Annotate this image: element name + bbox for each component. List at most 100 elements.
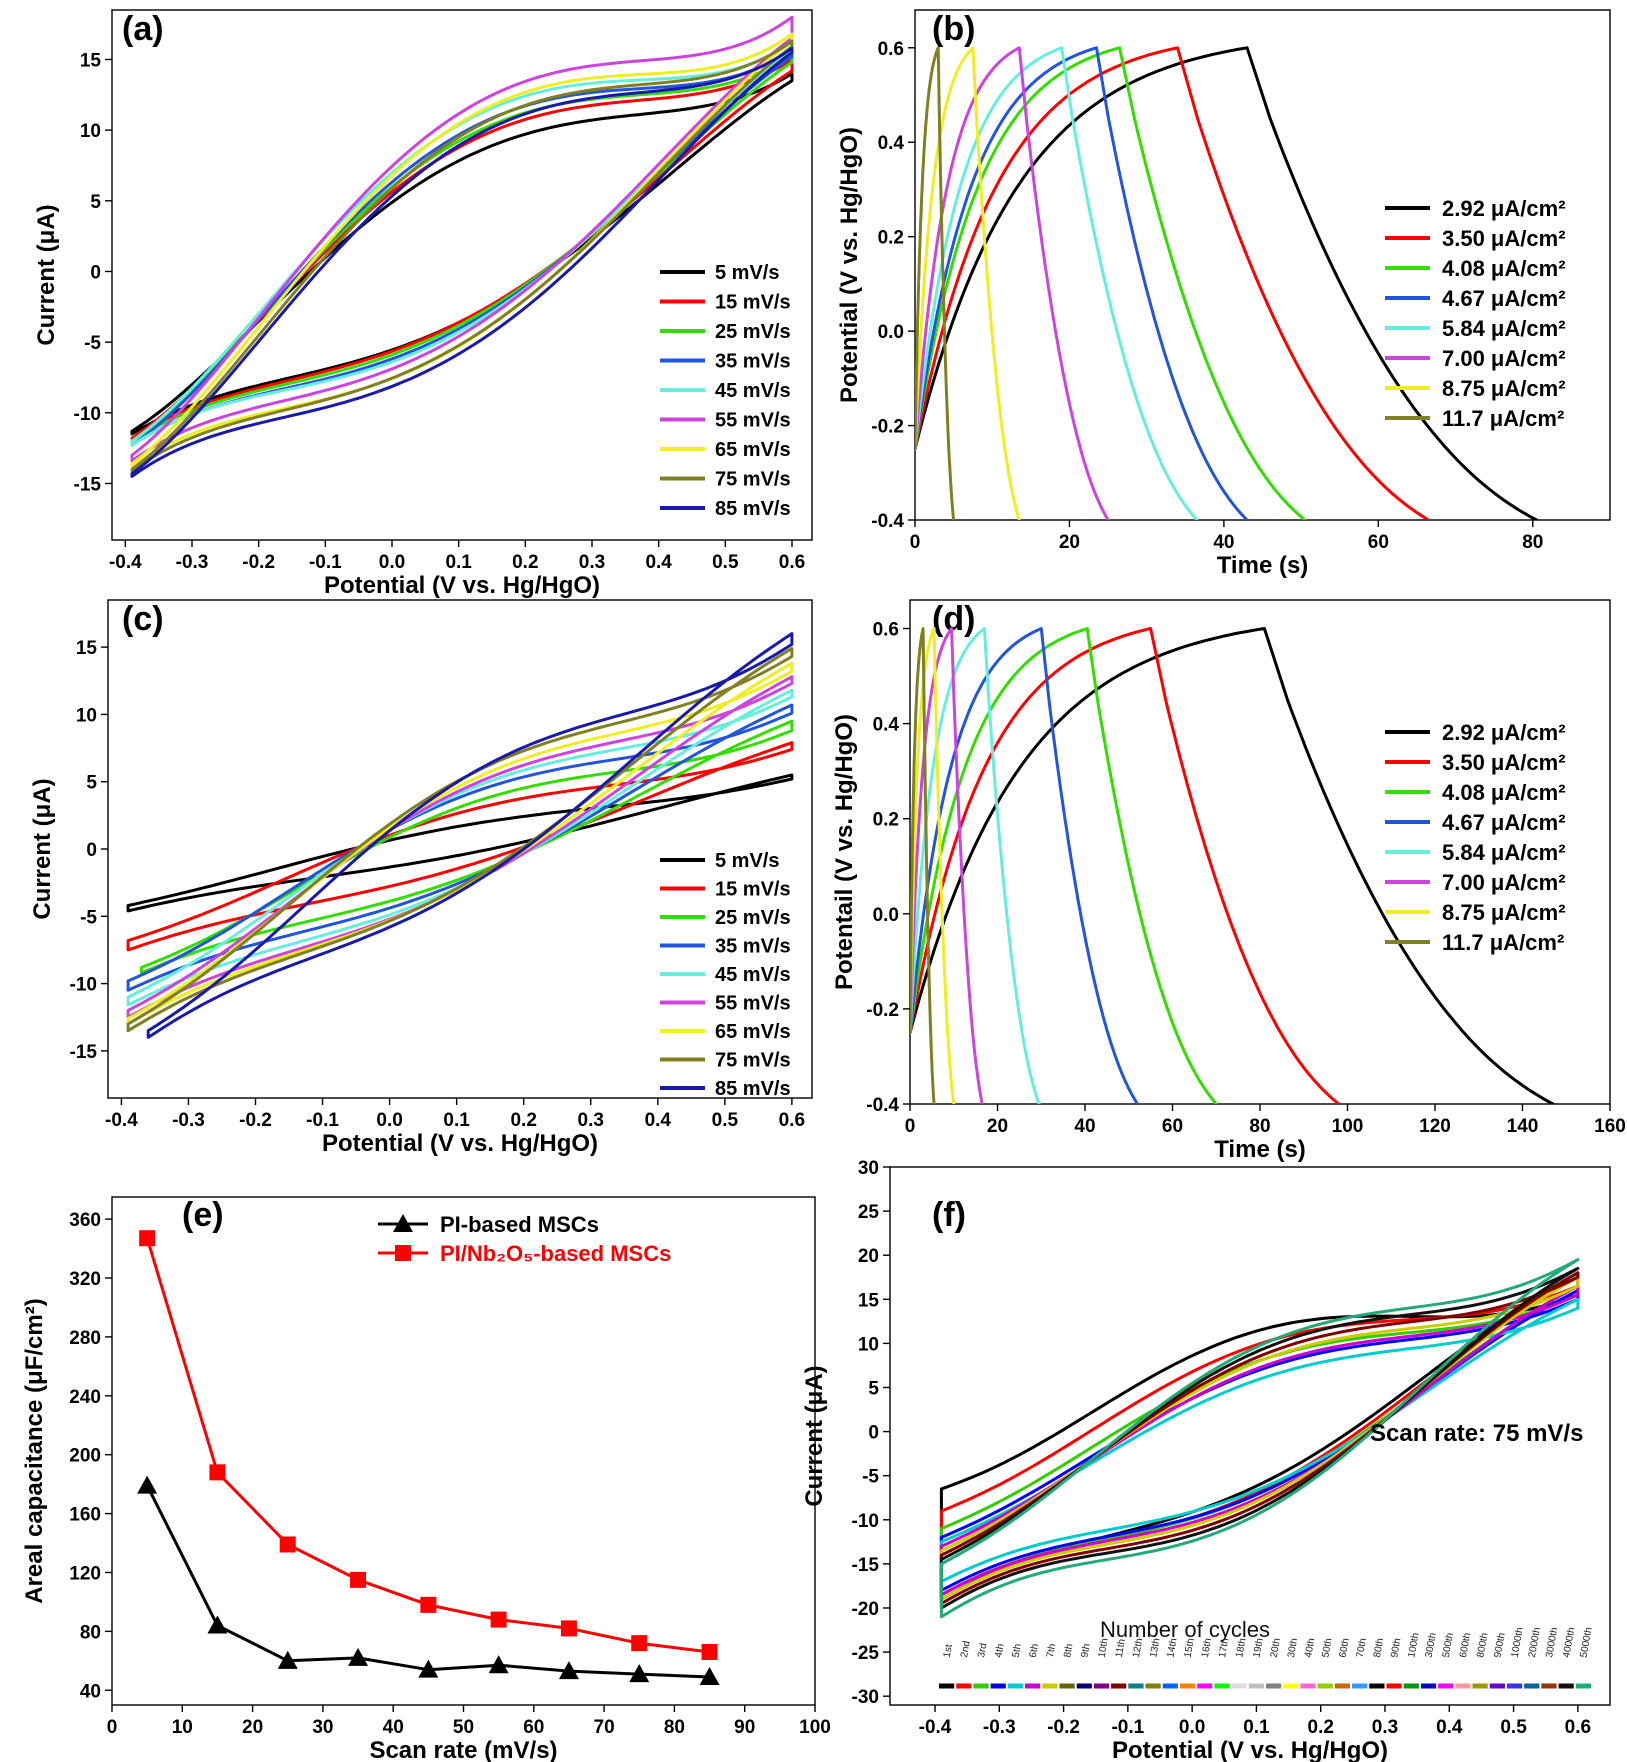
legend-marker-1 [395,1245,411,1261]
data-point-0-3 [348,1647,369,1666]
x-tick-label: -0.2 [242,552,275,573]
cycles-legend-title: Number of cycles [1100,1617,1270,1642]
legend-label-2: 25 mV/s [715,321,791,343]
y-tick-label: 160 [69,1505,101,1526]
x-tick-label: 20 [242,1717,263,1738]
y-tick-label: -30 [852,1687,879,1708]
x-tick-label: 100 [1332,1116,1364,1137]
legend-label-4: 45 mV/s [715,964,791,986]
series-curve-4 [915,46,1199,520]
data-point-1-3 [350,1571,367,1588]
x-tick-label: 0.4 [1436,1717,1463,1738]
y-tick-label: 80 [80,1622,101,1643]
panel-e: 0 10 20 30 40 50 60 70 80 90 100 40 80 120 160 200 240 28… [21,1196,831,1762]
y-tick-label: 0.0 [878,322,904,343]
legend-label-7: 11.7 μA/cm² [1442,406,1564,431]
x-tick-label: 10 [172,1717,193,1738]
x-tick-label: -0.4 [109,552,142,573]
series-curve-3 [126,703,794,992]
panel-label: (e) [182,1196,224,1234]
legend-label-3: 4.67 μA/cm² [1442,286,1566,311]
legend-label-5: 55 mV/s [715,410,791,432]
curves [910,627,1555,1104]
x-tick-label: -0.2 [239,1110,272,1131]
x-tick-label: 0.5 [712,1110,739,1131]
legend-label-7: 11.7 μA/cm² [1442,930,1564,955]
x-tick-label: 100 [799,1717,831,1738]
x-tick-label: 60 [1162,1116,1183,1137]
panel-f: -0.4 -0.3 -0.2 -0.1 0.0 0.1 0.2 0.3 0.4 0.5 0.6 -30… [801,1158,1611,1762]
y-tick-label: -0.2 [866,1000,899,1021]
data-point-0-8 [699,1667,720,1686]
series-curve-1 [910,627,1341,1104]
x-tick-label: 60 [523,1717,544,1738]
data-point-0-4 [418,1659,439,1678]
x-tick-label: 0.3 [579,552,605,573]
x-tick-label: 0.6 [1565,1717,1591,1738]
cycle-label-31: 800th [1475,1632,1490,1659]
x-tick-label: 0.6 [779,552,805,573]
x-tick-label: 0.1 [1243,1717,1270,1738]
data-point-1-6 [560,1620,577,1637]
y-tick-label: 5 [868,1378,879,1399]
cycle-label-2: 3rd [976,1642,989,1658]
x-tick-label: -0.3 [176,552,209,573]
panel-b: 0 20 40 60 80 -0.4 -0.2 0.0 0.2 0.4 0.6 Time (s) Pot… [836,9,1611,579]
y-tick-label: 0.0 [873,905,899,926]
legend-label-2: 25 mV/s [715,907,791,929]
x-tick-label: 0.4 [645,552,672,573]
y-tick-label: -5 [84,333,101,354]
legend-label-7: 75 mV/s [715,1050,791,1072]
y-tick-label: 30 [858,1158,879,1179]
x-tick-label: 90 [734,1717,755,1738]
series-curve-7 [130,39,794,473]
cycle-label-11: 12th [1131,1637,1145,1658]
y-tick-label: -10 [70,975,97,996]
series-curve-4 [910,627,1041,1104]
legend-label-3: 35 mV/s [715,936,791,958]
x-tick-label: 0.2 [510,1110,536,1131]
legend-label-7: 75 mV/s [715,469,791,491]
curves [130,15,794,478]
x-tick-label: 120 [1419,1116,1451,1137]
cycle-label-8: 9th [1079,1643,1092,1659]
x-tick-label: 20 [987,1116,1008,1137]
legend-label-4: 5.84 μA/cm² [1442,316,1566,341]
y-tick-label: 280 [69,1328,101,1349]
y-tick-label: -25 [852,1643,880,1664]
y-axis-label: Potentail (V vs. Hg/HgO) [831,714,858,990]
y-tick-label: 0 [868,1423,879,1444]
plot-frame [914,9,1611,521]
x-axis-label: Time (s) [1214,1136,1306,1163]
y-tick-label: 0.6 [873,620,899,641]
series-curve-1 [915,46,1430,520]
y-tick-label: 0 [90,262,101,283]
series-curve-8 [130,46,794,478]
y-tick-label: 15 [80,50,102,71]
legend-label-8: 85 mV/s [715,1078,791,1100]
x-tick-label: -0.1 [309,552,342,573]
cycle-label-13: 14th [1165,1637,1179,1658]
series-curve-1 [126,741,794,952]
cycle-label-0: 1st [942,1643,955,1658]
cycle-label-36: 4000th [1561,1626,1577,1658]
legend-marker-0 [393,1214,413,1232]
x-tick-label: 0.2 [512,552,538,573]
data-point-1-2 [279,1536,296,1553]
x-tick-label: -0.3 [983,1717,1016,1738]
series-curve-5 [915,46,1110,520]
x-axis-label: Time (s) [1217,552,1309,579]
legend-label-1: 3.50 μA/cm² [1442,226,1566,251]
series-curve-0 [915,46,1539,520]
x-tick-label: -0.3 [172,1110,205,1131]
y-tick-label: -10 [852,1511,879,1532]
panel-label: (a) [122,10,164,48]
data-point-1-7 [631,1635,648,1652]
y-tick-label: 120 [69,1563,101,1584]
legend-label-0: PI-based MSCs [440,1212,599,1237]
y-tick-label: 0 [86,840,97,861]
x-tick-label: 30 [312,1717,333,1738]
cycle-label-21: 40th [1303,1637,1317,1658]
x-tick-label: 0.1 [445,552,472,573]
